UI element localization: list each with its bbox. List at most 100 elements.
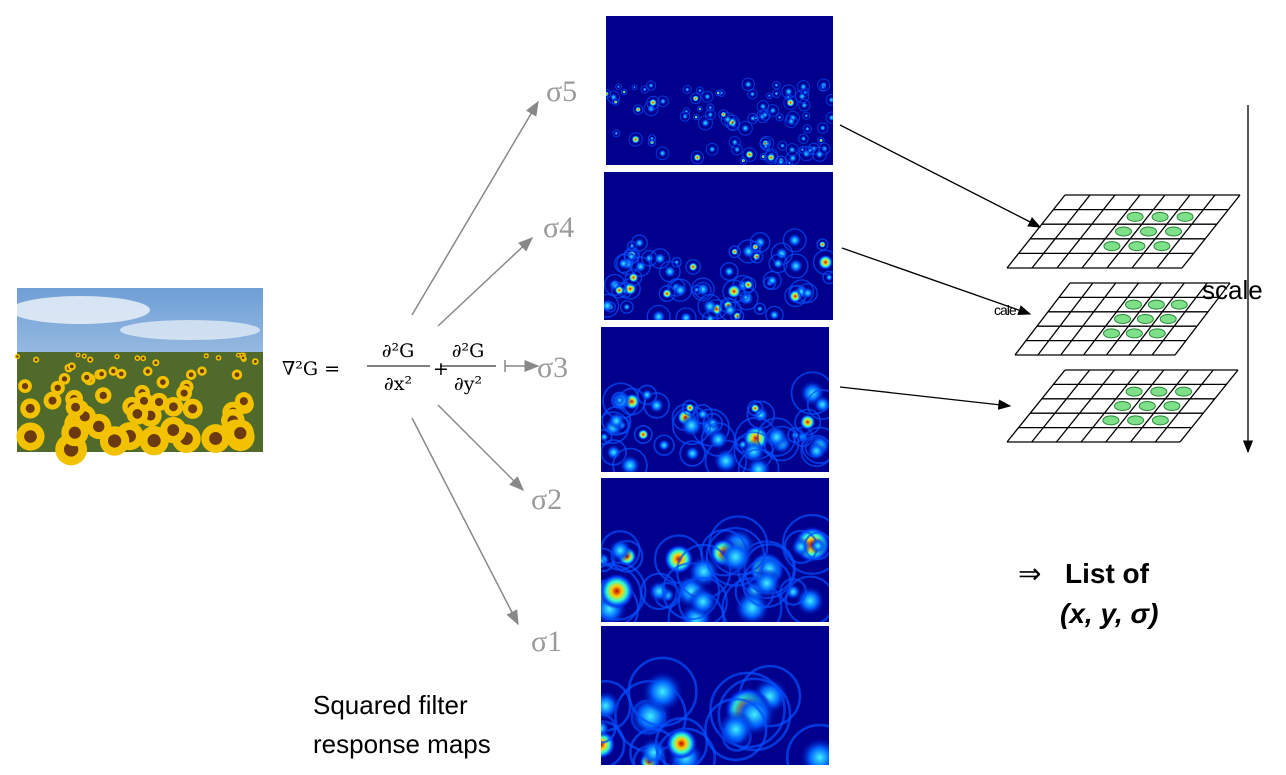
ring [704, 697, 768, 762]
grid-line [1031, 369, 1091, 443]
flower-center [139, 396, 149, 405]
ring [701, 90, 714, 103]
blob [679, 311, 693, 320]
flower-center [76, 353, 80, 357]
ring [601, 713, 617, 744]
grid-line [1006, 369, 1066, 443]
ring [646, 95, 660, 110]
blob [743, 280, 753, 290]
blob [798, 92, 807, 101]
ring [825, 93, 833, 106]
blob [787, 233, 802, 248]
grid-line [1128, 282, 1185, 356]
blob [616, 84, 621, 89]
ring [633, 424, 653, 445]
ring [802, 111, 811, 120]
grid-line [1014, 282, 1071, 356]
blob [786, 98, 795, 107]
blob [799, 82, 808, 91]
flower-center [16, 355, 19, 358]
blob [821, 85, 825, 90]
ring [689, 92, 702, 105]
blob [601, 719, 610, 738]
ring [731, 143, 744, 156]
blob [766, 153, 776, 162]
blob [684, 109, 689, 114]
blob [800, 135, 807, 142]
ring [619, 300, 634, 314]
ring [623, 249, 639, 265]
flower-center [21, 383, 29, 390]
blob [605, 444, 622, 461]
ring [756, 100, 770, 113]
blob [693, 286, 700, 293]
blob [741, 123, 750, 133]
cell-dot [1138, 401, 1156, 411]
blob [716, 91, 720, 95]
ring [775, 113, 784, 122]
blob [788, 145, 796, 154]
blob [648, 580, 671, 603]
result-arrow: ⇒ [1018, 558, 1041, 589]
blob [815, 149, 824, 159]
flower-center [205, 354, 208, 357]
grid-line [1156, 194, 1216, 269]
cell-dot [1163, 401, 1181, 411]
flower-center [111, 369, 116, 374]
formula: ∇²G = ∂²G ∂x² + ∂²G ∂y² [282, 340, 496, 395]
flower-center [99, 371, 104, 377]
blob [759, 102, 767, 111]
grid-line [1056, 194, 1116, 269]
flower-center [234, 372, 240, 378]
flower-center [154, 361, 158, 365]
ring [719, 262, 739, 281]
response-map [601, 327, 829, 472]
flower-center [93, 420, 105, 433]
flower-center [188, 404, 198, 414]
blob [779, 142, 786, 149]
ring [690, 150, 705, 165]
blob [746, 456, 772, 472]
blob [800, 101, 808, 109]
ring [612, 447, 648, 472]
flower-center [115, 355, 119, 358]
blob [828, 114, 833, 122]
flower-center [83, 354, 86, 358]
ring [646, 304, 671, 320]
ring [679, 440, 706, 467]
blob [787, 160, 792, 165]
flower-center [188, 372, 194, 378]
blob [648, 82, 654, 89]
sigma-label: σ1 [531, 625, 562, 658]
ring [765, 92, 773, 100]
ring [612, 129, 621, 138]
ring [819, 84, 827, 91]
ring [685, 258, 702, 275]
ring [741, 77, 756, 92]
ring [604, 293, 620, 318]
grid-line [1037, 282, 1094, 356]
blob [727, 284, 741, 299]
blob [622, 303, 631, 311]
grid-line [1083, 282, 1140, 356]
blob [774, 82, 779, 88]
ring [704, 109, 716, 121]
flower-center [169, 402, 178, 412]
grid-line [1105, 282, 1162, 356]
blob [750, 403, 760, 413]
blob [777, 158, 785, 165]
flower-center [48, 396, 57, 405]
blob [614, 131, 619, 136]
grid-line [1080, 369, 1140, 443]
blob [766, 274, 778, 287]
sigma-label: σ3 [537, 351, 568, 384]
blob [614, 395, 625, 405]
blob [617, 257, 630, 270]
blob [694, 115, 698, 119]
blob [777, 115, 782, 120]
cell-dot [1128, 241, 1146, 252]
ring [772, 80, 781, 90]
blob [622, 90, 626, 94]
blob [659, 97, 667, 105]
ring [631, 84, 638, 91]
